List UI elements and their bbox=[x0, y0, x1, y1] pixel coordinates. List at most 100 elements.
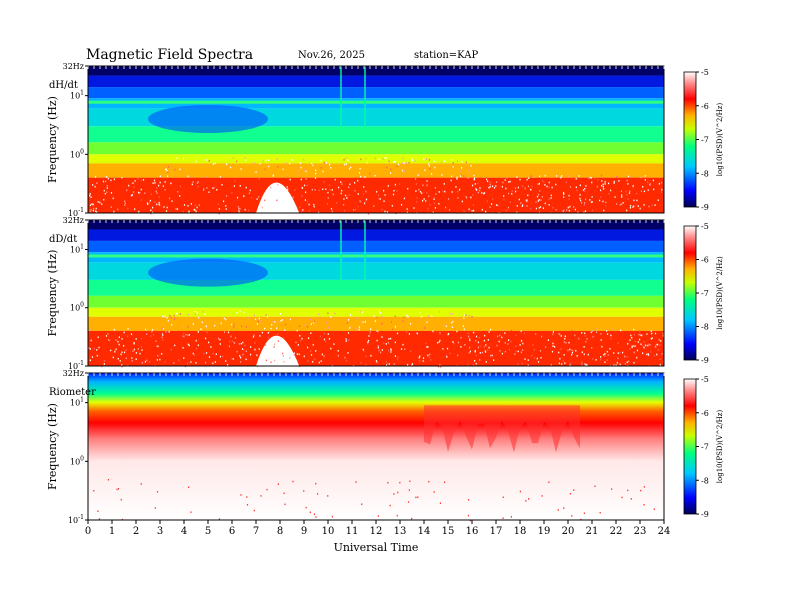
noise-speck bbox=[164, 181, 166, 183]
noise-speck bbox=[501, 328, 503, 331]
noise-speck bbox=[540, 199, 542, 201]
noise-speck bbox=[248, 316, 250, 319]
noise-speck bbox=[204, 337, 207, 340]
noise-speck bbox=[573, 206, 575, 208]
noise-speck bbox=[345, 157, 347, 159]
noise-speck bbox=[140, 199, 142, 201]
noise-speck bbox=[158, 203, 160, 206]
noise-speck bbox=[629, 206, 632, 209]
noise-speck bbox=[303, 490, 305, 492]
noise-speck bbox=[527, 364, 529, 367]
noise-speck bbox=[486, 178, 488, 181]
noise-speck bbox=[502, 496, 504, 499]
noise-speck bbox=[558, 351, 560, 354]
noise-speck bbox=[260, 353, 263, 356]
noise-speck bbox=[452, 341, 454, 343]
noise-speck bbox=[332, 193, 334, 196]
noise-speck bbox=[262, 160, 264, 163]
noise-speck bbox=[555, 183, 557, 186]
noise-speck bbox=[95, 207, 97, 210]
noise-speck bbox=[584, 188, 586, 190]
noise-speck bbox=[548, 481, 550, 483]
noise-speck bbox=[183, 204, 186, 206]
noise-speck bbox=[433, 160, 435, 163]
noise-speck bbox=[510, 329, 513, 332]
noise-speck bbox=[150, 212, 152, 215]
noise-speck bbox=[396, 165, 398, 168]
noise-speck bbox=[238, 210, 240, 212]
noise-speck bbox=[178, 359, 180, 361]
noise-speck bbox=[369, 330, 371, 333]
noise-speck bbox=[155, 340, 157, 343]
noise-speck bbox=[526, 200, 529, 203]
noise-speck bbox=[484, 351, 487, 353]
noise-speck bbox=[193, 208, 195, 211]
noise-speck bbox=[516, 176, 518, 179]
noise-speck bbox=[169, 314, 171, 317]
noise-speck bbox=[188, 334, 190, 336]
noise-speck bbox=[323, 338, 326, 341]
y-tick-exponent: -1 bbox=[78, 360, 84, 367]
noise-speck bbox=[137, 178, 139, 180]
noise-speck bbox=[467, 498, 470, 501]
noise-speck bbox=[376, 190, 378, 193]
noise-speck bbox=[167, 165, 170, 168]
noise-speck bbox=[282, 337, 285, 340]
noise-speck bbox=[133, 186, 135, 188]
noise-speck bbox=[634, 345, 636, 347]
noise-speck bbox=[187, 486, 190, 489]
noise-speck bbox=[619, 363, 621, 366]
noise-speck bbox=[585, 363, 588, 366]
noise-speck bbox=[579, 184, 581, 187]
noise-speck bbox=[552, 333, 554, 336]
noise-speck bbox=[468, 169, 470, 171]
noise-speck bbox=[631, 344, 633, 347]
noise-speck bbox=[88, 347, 90, 349]
noise-speck bbox=[624, 363, 627, 365]
noise-speck bbox=[121, 364, 123, 366]
noise-speck bbox=[271, 323, 273, 326]
noise-speck bbox=[605, 204, 607, 207]
x-tick-label: 23 bbox=[634, 526, 647, 537]
noise-speck bbox=[367, 342, 369, 345]
noise-speck bbox=[204, 313, 206, 316]
noise-speck bbox=[661, 188, 663, 191]
noise-speck bbox=[276, 339, 278, 342]
noise-speck bbox=[481, 351, 483, 354]
noise-speck bbox=[121, 338, 123, 340]
noise-speck bbox=[279, 313, 282, 315]
noise-speck bbox=[539, 350, 542, 352]
noise-speck bbox=[344, 194, 347, 197]
noise-speck bbox=[604, 181, 606, 183]
colorbar-label: log10(PSD)(V^2/Hz) bbox=[716, 410, 724, 484]
noise-speck bbox=[222, 355, 224, 358]
noise-speck bbox=[308, 203, 310, 206]
noise-speck bbox=[449, 312, 451, 315]
panel-label: dH/dt bbox=[49, 80, 78, 91]
noise-speck bbox=[501, 185, 503, 188]
noise-speck bbox=[644, 179, 646, 181]
noise-speck bbox=[265, 202, 268, 205]
noise-speck bbox=[308, 210, 310, 213]
noise-speck bbox=[483, 339, 485, 342]
noise-speck bbox=[97, 336, 99, 339]
noise-speck bbox=[149, 199, 151, 202]
y-tick-exponent: 1 bbox=[80, 397, 84, 404]
noise-speck bbox=[579, 197, 581, 200]
noise-speck bbox=[138, 210, 140, 213]
noise-speck bbox=[612, 328, 614, 330]
noise-speck bbox=[461, 200, 463, 203]
noise-speck bbox=[367, 212, 369, 215]
noise-speck bbox=[338, 186, 340, 189]
noise-speck bbox=[346, 322, 348, 324]
noise-speck bbox=[578, 175, 580, 177]
noise-speck bbox=[472, 363, 474, 366]
noise-speck bbox=[241, 348, 244, 350]
noise-speck bbox=[397, 163, 400, 166]
noise-speck bbox=[514, 190, 517, 193]
noise-speck bbox=[284, 503, 286, 506]
noise-speck bbox=[116, 488, 118, 491]
noise-speck bbox=[349, 327, 351, 329]
noise-speck bbox=[446, 356, 448, 358]
noise-speck bbox=[210, 346, 212, 348]
